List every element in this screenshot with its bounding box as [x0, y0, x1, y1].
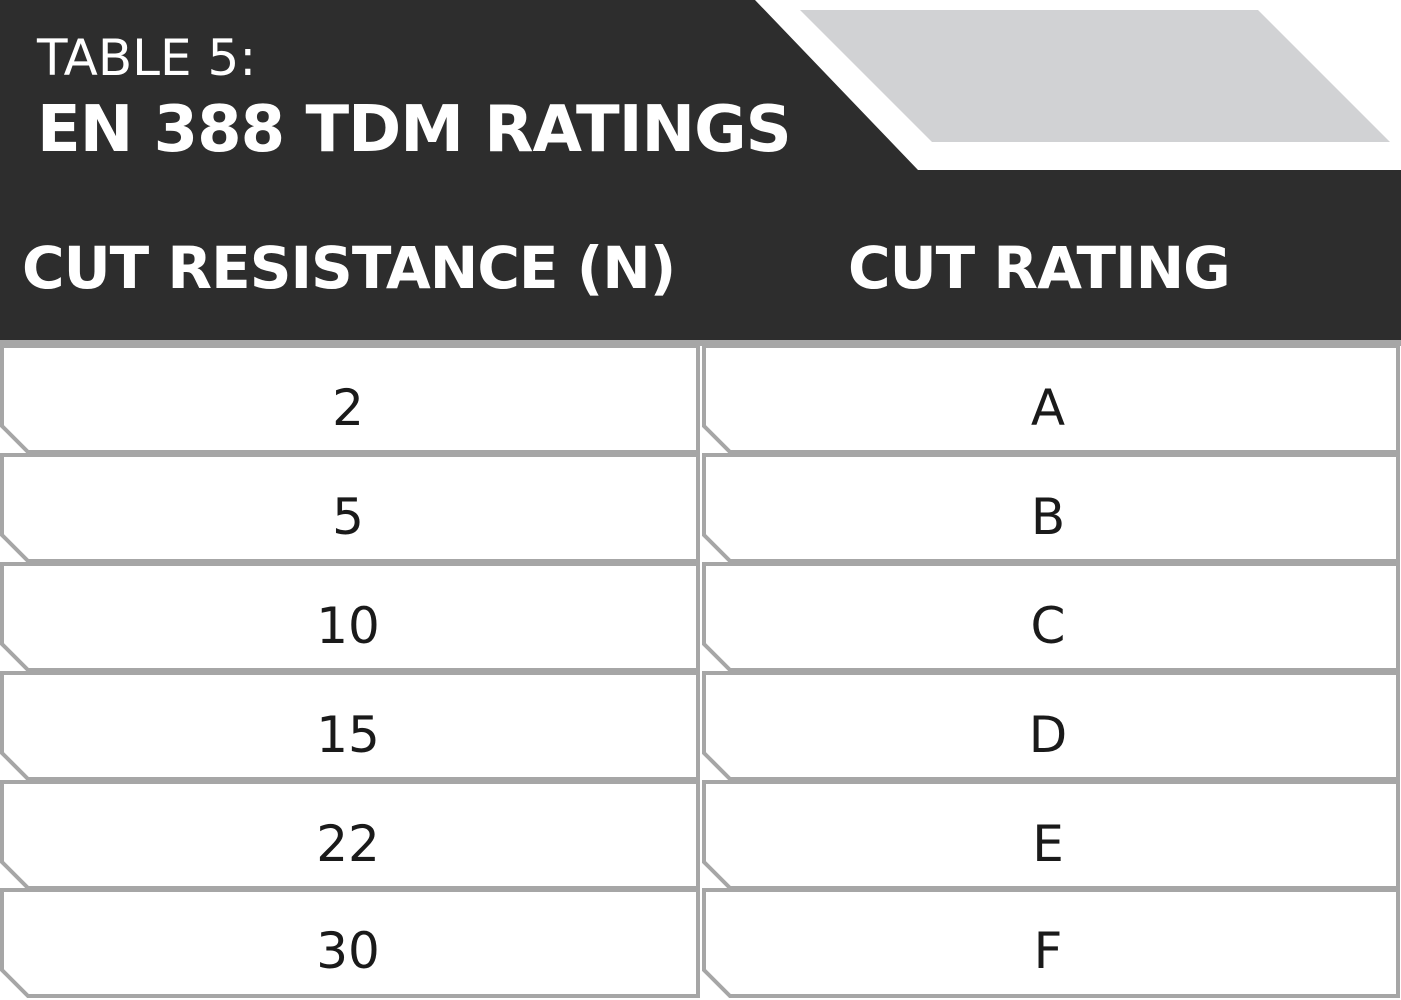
- cell-resistance: 10: [316, 597, 380, 655]
- header-band: [0, 0, 1401, 340]
- cell-frame: [0, 888, 700, 998]
- cell-frame: [702, 888, 1400, 998]
- table-title: EN 388 TDM RATINGS: [37, 93, 792, 167]
- cell-frame: [0, 344, 700, 454]
- cell-rating: B: [1030, 488, 1066, 546]
- cell-resistance: 30: [316, 922, 380, 980]
- cell-frame: [702, 562, 1400, 672]
- cell-frame: [0, 671, 700, 781]
- cell-resistance: 5: [332, 488, 364, 546]
- cell-frame: [702, 344, 1400, 454]
- cell-resistance: 15: [316, 706, 380, 764]
- cell-frame: [0, 562, 700, 672]
- cell-rating: E: [1032, 815, 1064, 873]
- cell-resistance: 22: [316, 815, 380, 873]
- column-header-cut-resistance: CUT RESISTANCE (N): [22, 234, 676, 302]
- cell-rating: A: [1030, 379, 1066, 437]
- cell-rating: D: [1028, 706, 1068, 764]
- cell-resistance: 2: [332, 379, 364, 437]
- cell-rating: F: [1033, 922, 1063, 980]
- cell-rating: C: [1030, 597, 1066, 655]
- cell-frame: [702, 453, 1400, 563]
- cell-frame: [702, 671, 1400, 781]
- header-tab-shape: [800, 10, 1390, 142]
- header-rule: [0, 340, 1401, 346]
- cell-frame: [0, 453, 700, 563]
- cell-borders: [0, 344, 1400, 998]
- table-label: TABLE 5:: [37, 29, 257, 87]
- column-header-cut-rating: CUT RATING: [848, 234, 1231, 302]
